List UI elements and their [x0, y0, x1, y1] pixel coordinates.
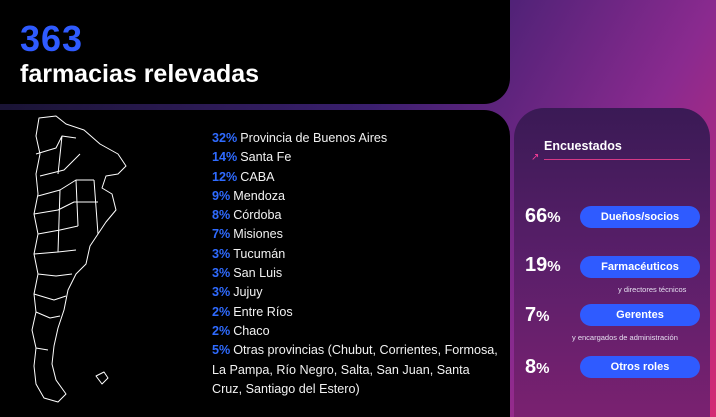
pharmacies-count: 363: [20, 18, 84, 59]
province-item: 3% San Luis: [212, 266, 283, 281]
pharmacies-label: farmacias relevadas: [20, 60, 260, 88]
arrow-up-right-icon: ↗: [531, 152, 540, 163]
province-list: 32% Provincia de Buenos Aires 14% Santa Fe…: [212, 129, 502, 399]
role-pill-managers: Gerentes: [580, 304, 700, 326]
role-pill-owners: Dueños/socios: [580, 206, 700, 228]
province-item: 3% Tucumán: [212, 246, 286, 261]
province-item: 12% CABA: [212, 169, 275, 184]
province-item: 7% Misiones: [212, 227, 283, 242]
respondent-percent: 66%: [525, 205, 561, 227]
province-item: 32% Provincia de Buenos Aires: [212, 131, 388, 145]
respondent-percent: 8%: [525, 356, 550, 378]
role-pill-other: Otros roles: [580, 356, 700, 378]
argentina-map-icon: [31, 115, 127, 403]
respondent-percent: 19%: [525, 254, 561, 276]
header-panel: 363 farmacias relevadas: [0, 0, 510, 104]
province-item: 14% Santa Fe: [212, 150, 292, 165]
title-divider: [544, 159, 690, 160]
province-item: 2% Chaco: [212, 323, 270, 338]
province-item: 8% Córdoba: [212, 208, 282, 223]
role-pill-pharmacists: Farmacéuticos: [580, 256, 700, 278]
province-item: 3% Jujuy: [212, 285, 263, 300]
respondents-title: Encuestados: [544, 139, 622, 153]
respondent-percent: 7%: [525, 304, 550, 326]
province-item-other: 5% Otras provincias (Chubut, Corrientes, …: [212, 343, 498, 396]
main-panel: [0, 110, 510, 417]
role-note: y encargados de administración: [572, 333, 678, 342]
province-item: 9% Mendoza: [212, 188, 286, 203]
role-note: y directores técnicos: [618, 285, 687, 294]
province-item: 2% Entre Ríos: [212, 304, 293, 319]
